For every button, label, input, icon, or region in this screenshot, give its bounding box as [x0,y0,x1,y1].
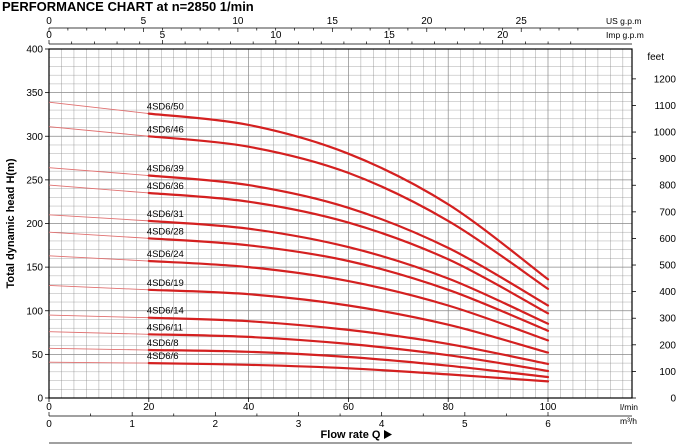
feet-tick-label: 300 [659,314,676,325]
curve-extension-4sd6-46 [48,126,149,137]
m3h-tick-label: 0 [46,419,52,430]
us-gpm-tick-label: 0 [46,16,52,27]
curve-4sd6-28 [147,237,550,332]
curve-extension-4sd6-31 [48,214,149,222]
curve-label-4sd6-39: 4SD6/39 [147,164,184,175]
feet-tick-label: 1000 [654,128,677,139]
y-tick-label: 150 [26,263,43,274]
curve-4sd6-19 [147,288,550,354]
imp-gpm-tick-label: 10 [270,30,282,41]
y-tick-label: 100 [26,306,43,317]
m3h-tick-label: 1 [129,419,135,430]
curve-labels: 4SD6/50 4SD6/46 4SD6/39 4SD6/36 4SD6/31 4SD6/… [147,102,184,363]
flow-arrow-icon [384,430,392,439]
m3h-tick-label: 5 [462,419,468,430]
curve-extension-4sd6-14 [48,314,149,319]
y-tick-label: 300 [26,132,43,143]
feet-tick-label: 1100 [654,101,676,112]
x-tick-label: 40 [243,402,255,413]
m3h-tick-label: 2 [213,419,219,430]
m3h-tick-label: 4 [379,419,385,430]
curve-label-4sd6-31: 4SD6/31 [147,209,184,220]
curve-extension-4sd6-24 [48,255,149,262]
imp-gpm-tick-label: 0 [46,30,52,41]
y-tick-label: 400 [26,45,43,56]
curve-extension-4sd6-8 [48,347,149,351]
x-axis-label: Flow rate Q [321,429,381,441]
feet-unit-label: feet [647,52,664,63]
curve-label-4sd6-46: 4SD6/46 [147,124,184,135]
curve-label-4sd6-36: 4SD6/36 [147,181,184,192]
y-axis-label: Total dynamic head H(m) [5,158,17,288]
feet-tick-label: 400 [659,287,676,298]
us-gpm-tick-label: 25 [516,16,528,27]
m3h-tick-label: 6 [545,419,551,430]
curve-4sd6-39 [147,174,550,307]
feet-tick-label: 500 [659,261,676,272]
y-tick-label: 0 [37,394,43,405]
curve-extension-4sd6-6 [48,361,149,364]
curve-4sd6-24 [147,259,550,342]
feet-tick-label: 200 [659,340,676,351]
feet-tick-label: 1200 [654,74,677,85]
y-tick-label: 200 [26,219,43,230]
x-tick-label: 0 [46,402,52,413]
x-unit-label: l/min [620,402,638,412]
x-tick-label: 20 [143,402,155,413]
imp-gpm-tick-label: 5 [160,30,166,41]
curve-extension-4sd6-39 [48,167,149,176]
curve-label-4sd6-6: 4SD6/6 [147,351,179,362]
feet-tick-label: 600 [659,234,676,245]
feet-tick-label: 700 [659,207,676,218]
pump-curves [48,101,550,383]
imp-gpm-unit-label: Imp g.p.m [606,30,644,40]
imp-gpm-tick-label: 15 [384,30,396,41]
curve-4sd6-31 [147,219,550,325]
chart-grid [48,48,632,399]
curve-4sd6-11 [147,333,550,373]
y-tick-label: 250 [26,175,43,186]
us-gpm-tick-label: 20 [421,16,433,27]
curve-extension-4sd6-28 [48,231,149,239]
m3h-tick-label: 3 [296,419,302,430]
curve-extension-4sd6-19 [48,284,149,291]
curve-4sd6-8 [147,348,550,379]
curve-label-4sd6-19: 4SD6/19 [147,278,184,289]
curve-label-4sd6-11: 4SD6/11 [147,322,183,333]
us-gpm-tick-label: 5 [141,16,147,27]
curve-label-4sd6-8: 4SD6/8 [147,338,179,349]
curve-4sd6-46 [147,135,550,290]
y-tick-label: 50 [32,350,44,361]
curve-label-4sd6-14: 4SD6/14 [147,306,184,317]
chart-title: PERFORMANCE CHART at n=2850 1/min [2,0,254,14]
feet-tick-label: 0 [670,394,676,405]
feet-tick-label: 100 [659,367,676,378]
y-tick-label: 350 [26,88,43,99]
curve-4sd6-6 [147,362,550,383]
feet-tick-label: 800 [659,181,676,192]
curve-extension-4sd6-36 [48,184,149,194]
curve-label-4sd6-50: 4SD6/50 [147,102,184,113]
curve-extension-4sd6-11 [48,331,149,335]
us-gpm-unit-label: US g.p.m [606,16,641,26]
x-tick-label: 80 [443,402,455,413]
curve-extension-4sd6-50 [48,101,149,115]
curve-4sd6-36 [147,191,550,315]
x-tick-label: 60 [343,402,355,413]
curve-4sd6-14 [147,316,550,366]
curve-label-4sd6-28: 4SD6/28 [147,226,184,237]
x-tick-label: 100 [540,402,557,413]
us-gpm-tick-label: 10 [232,16,244,27]
m3h-unit-label: m³/h [620,416,637,426]
curve-label-4sd6-24: 4SD6/24 [147,249,184,260]
imp-gpm-tick-label: 20 [497,30,509,41]
feet-tick-label: 900 [659,154,676,165]
curve-4sd6-50 [147,112,550,281]
us-gpm-tick-label: 15 [327,16,339,27]
